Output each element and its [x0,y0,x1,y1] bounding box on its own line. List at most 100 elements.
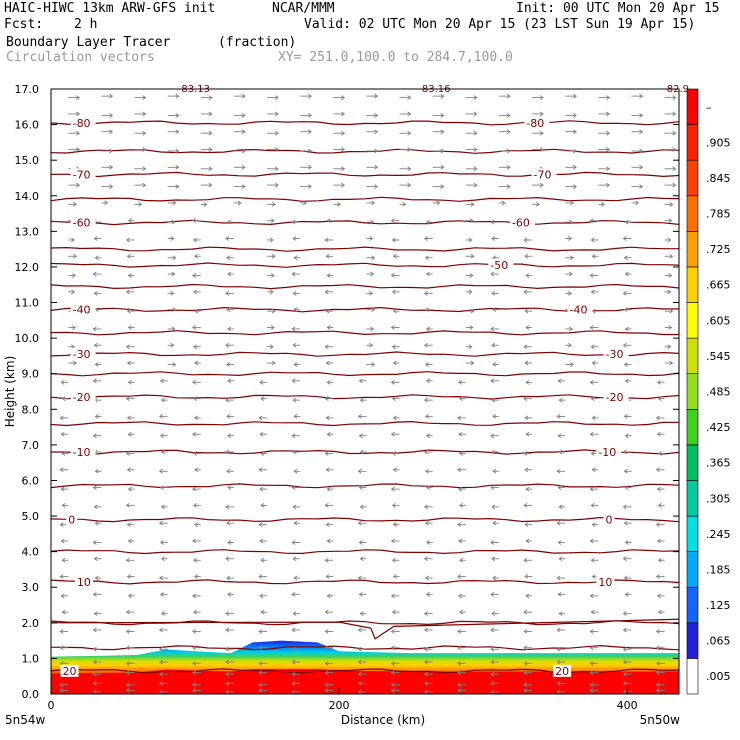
vector-head [72,273,77,278]
circulation-vector [532,130,544,136]
circulation-vector [491,236,499,241]
circulation-vector [324,645,334,651]
circulation-vector [424,255,433,261]
vector-head [307,93,312,99]
vector-head [623,307,628,313]
circulation-vector [556,646,566,652]
circulation-vector [465,273,474,278]
circulation-vector [423,646,433,652]
vector-head [92,271,97,277]
circulation-vector [557,433,566,439]
circulation-vector [291,591,301,597]
vector-head [567,290,573,296]
vector-head [470,202,475,207]
circulation-vector [226,520,234,526]
vector-head [589,538,594,544]
circulation-vector [655,645,665,651]
y-tick-label: 3.0 [22,581,40,594]
circulation-vector [357,646,367,652]
isotherm-line [51,668,679,674]
vector-head [324,503,329,508]
vector-head [569,200,575,206]
vector-head [423,659,428,665]
circulation-vector [558,611,566,617]
vector-head [623,255,628,261]
vector-head [423,671,428,677]
circulation-vector [192,503,201,508]
circulation-vector [589,486,599,492]
vector-head [192,237,198,243]
circulation-vector [491,290,499,296]
vector-head [269,237,274,243]
vector-head [292,611,297,617]
vector-head [92,378,97,384]
vector-head [292,449,297,455]
vector-head [225,290,230,296]
circulation-vector [359,611,367,617]
circulation-vector [399,130,412,136]
circulation-vector [259,379,268,385]
circulation-vector [158,627,168,633]
vector-head [324,688,329,693]
colorbar-swatch [686,515,699,552]
vector-head [225,680,230,686]
circulation-vector [465,111,478,117]
circulation-vector [59,688,69,693]
vector-head [126,574,131,579]
vector-head [326,325,331,330]
circulation-vector [457,645,466,651]
circulation-vector [225,342,234,348]
vector-head [657,503,662,508]
isotherm-line [51,246,679,252]
circulation-vector [423,342,433,348]
circulation-vector [523,645,533,651]
circulation-vector [657,451,665,456]
circulation-vector [324,344,334,350]
circulation-vector [492,414,499,419]
circulation-vector [61,503,69,508]
vector-head [258,688,263,693]
vector-head [76,111,81,117]
vector-head [71,344,76,350]
vector-head [606,147,611,152]
isotherm-line [51,549,679,555]
circulation-vector [623,520,632,526]
circulation-vector [465,237,473,243]
circulation-vector [523,557,533,563]
circulation-vector [498,93,511,99]
vector-head [459,609,464,615]
circulation-vector [167,362,177,367]
circulation-vector [357,575,367,581]
circulation-vector [491,611,499,617]
circulation-vector [358,378,367,384]
circulation-vector [326,538,334,544]
circulation-vector [259,486,268,492]
vector-head [523,344,528,350]
circulation-vector [622,449,632,455]
vector-head [407,166,412,172]
vector-head [490,659,495,665]
vector-head [407,95,412,100]
vector-head [590,557,595,563]
vector-head [407,111,412,117]
vector-head [142,95,147,100]
vector-head [458,379,463,385]
vector-head [523,396,528,401]
vector-head [624,591,629,597]
vector-head [506,93,511,99]
vector-head [623,468,628,474]
circulation-vector [622,556,632,562]
circulation-vector [125,629,135,634]
vector-head [307,129,312,135]
vector-head [291,271,296,277]
vector-head [270,325,275,330]
circulation-vector [565,148,578,154]
circulation-vector [92,646,102,652]
circulation-vector [260,557,268,563]
circulation-vector [267,308,276,314]
circulation-vector [465,289,473,295]
vector-head [524,415,529,421]
vector-head [459,451,464,456]
circulation-vector [424,468,433,474]
circulation-vector [458,431,466,437]
